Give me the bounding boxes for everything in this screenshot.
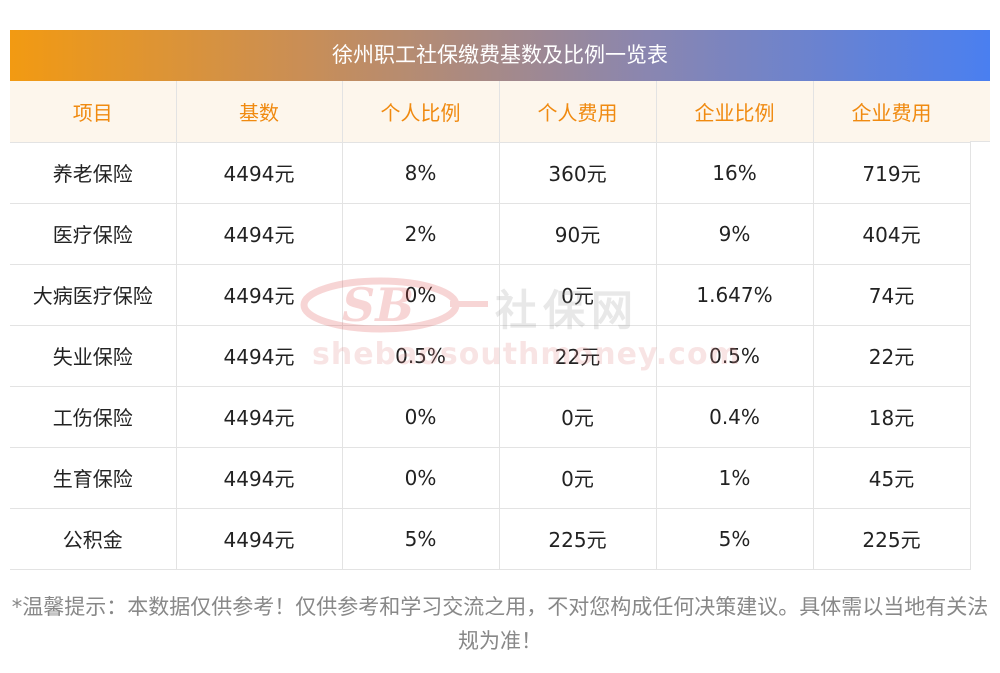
table-row: 公积金 4494元 5% 225元 5% 225元 [10, 507, 971, 570]
cell-base: 4494元 [175, 385, 343, 448]
cell-personal-fee: 0元 [498, 385, 657, 448]
table-title: 徐州职工社保缴费基数及比例一览表 [10, 30, 990, 81]
cell-company-fee: 404元 [812, 202, 971, 265]
cell-item: 失业保险 [10, 324, 177, 387]
cell-item: 养老保险 [10, 141, 177, 204]
cell-base: 4494元 [175, 324, 343, 387]
cell-base: 4494元 [175, 202, 343, 265]
cell-company-rate: 1.647% [655, 263, 814, 326]
footnote: *温馨提示：本数据仅供参考！仅供参考和学习交流之用，不对您构成任何决策建议。具体… [11, 595, 989, 653]
cell-item: 工伤保险 [10, 385, 177, 448]
cell-item: 大病医疗保险 [10, 263, 177, 326]
cell-base: 4494元 [175, 507, 343, 570]
table-row: 工伤保险 4494元 0% 0元 0.4% 18元 [10, 385, 971, 448]
table-row: 医疗保险 4494元 2% 90元 9% 404元 [10, 202, 971, 265]
cell-company-fee: 22元 [812, 324, 971, 387]
table-row: 大病医疗保险 4494元 0% 0元 1.647% 74元 [10, 263, 971, 326]
column-header-company-rate: 企业比例 [655, 81, 814, 143]
cell-company-fee: 719元 [812, 141, 971, 204]
column-header-base: 基数 [175, 81, 343, 143]
cell-company-fee: 225元 [812, 507, 971, 570]
cell-company-rate: 0.5% [655, 324, 814, 387]
column-header-personal-fee: 个人费用 [498, 81, 657, 143]
cell-personal-rate: 0% [341, 385, 500, 448]
cell-item: 公积金 [10, 507, 177, 570]
cell-company-rate: 5% [655, 507, 814, 570]
cell-company-rate: 0.4% [655, 385, 814, 448]
cell-company-rate: 9% [655, 202, 814, 265]
cell-item: 医疗保险 [10, 202, 177, 265]
cell-base: 4494元 [175, 446, 343, 509]
cell-personal-fee: 22元 [498, 324, 657, 387]
cell-company-fee: 18元 [812, 385, 971, 448]
table-row: 养老保险 4494元 8% 360元 16% 719元 [10, 141, 971, 204]
cell-personal-rate: 0% [341, 446, 500, 509]
cell-personal-rate: 2% [341, 202, 500, 265]
column-header-personal-rate: 个人比例 [341, 81, 500, 143]
cell-personal-fee: 0元 [498, 446, 657, 509]
cell-company-fee: 74元 [812, 263, 971, 326]
column-header-item: 项目 [10, 81, 177, 143]
table-header-row: 项目 基数 个人比例 个人费用 企业比例 企业费用 [10, 81, 971, 143]
cell-company-rate: 1% [655, 446, 814, 509]
cell-company-rate: 16% [655, 141, 814, 204]
insurance-table: 项目 基数 个人比例 个人费用 企业比例 企业费用 养老保险 4494元 8% … [10, 81, 971, 570]
cell-base: 4494元 [175, 263, 343, 326]
cell-item: 生育保险 [10, 446, 177, 509]
cell-personal-fee: 360元 [498, 141, 657, 204]
table-row: 失业保险 4494元 0.5% 22元 0.5% 22元 [10, 324, 971, 387]
column-header-company-fee: 企业费用 [812, 81, 971, 143]
table-row: 生育保险 4494元 0% 0元 1% 45元 [10, 446, 971, 509]
header-row-extension [970, 81, 990, 142]
cell-personal-rate: 0.5% [341, 324, 500, 387]
cell-personal-rate: 5% [341, 507, 500, 570]
cell-personal-rate: 0% [341, 263, 500, 326]
cell-personal-fee: 225元 [498, 507, 657, 570]
cell-base: 4494元 [175, 141, 343, 204]
cell-company-fee: 45元 [812, 446, 971, 509]
cell-personal-fee: 90元 [498, 202, 657, 265]
cell-personal-rate: 8% [341, 141, 500, 204]
cell-personal-fee: 0元 [498, 263, 657, 326]
